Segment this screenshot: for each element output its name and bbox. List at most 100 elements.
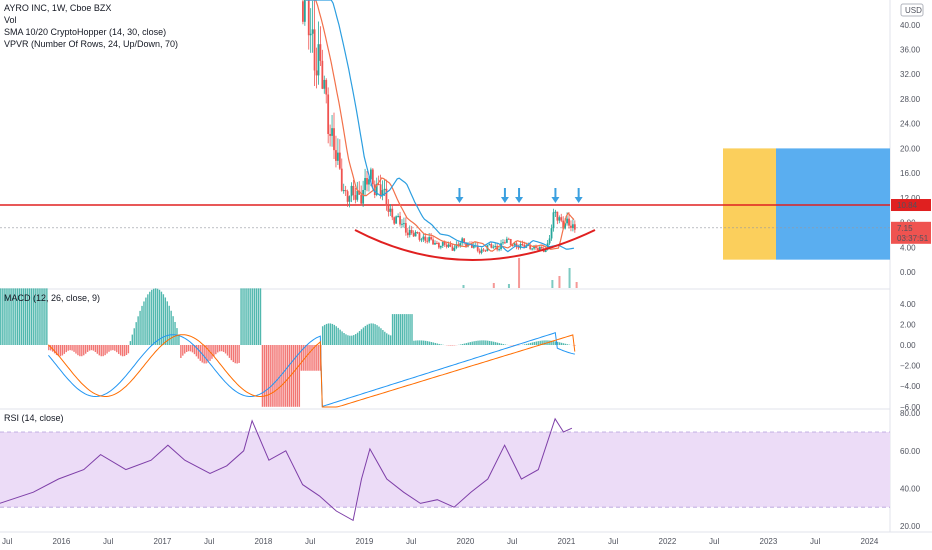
macd-tick-label: −6.00 [900,403,921,412]
price-tick-label: 12.00 [900,194,921,203]
macd-histogram-bar [292,345,295,407]
macd-histogram-bar [345,334,347,345]
candle-body [463,238,466,243]
macd-histogram-bar [440,344,442,345]
candle-body [558,217,561,221]
candle-body [436,242,438,244]
macd-histogram-bar [537,341,539,345]
macd-histogram-bar [131,334,134,345]
macd-histogram-bar [141,305,143,345]
candle-body [488,244,491,246]
macd-histogram-bar [94,345,97,353]
macd-histogram-bar [129,341,132,345]
macd-histogram-bar [353,335,355,345]
macd-histogram-bar [380,328,382,345]
candle-body [544,249,547,252]
macd-histogram-bar [566,344,569,345]
candle-body [457,244,460,246]
macd-histogram-bar [401,314,403,345]
candle-body [471,244,473,248]
macd-histogram-bar [189,345,192,352]
rsi-tick-label: 60.00 [900,447,921,456]
macd-histogram-bar [13,288,15,345]
rsi-tick-label: 80.00 [900,409,921,418]
price-legend: AYRO INC, 1W, Cboe BZX Vol SMA 10/20 Cry… [4,2,178,50]
macd-histogram-bar [230,345,233,361]
macd-histogram-bar [496,342,499,345]
time-tick-label: Jul [608,537,618,546]
macd-histogram-bar [321,326,324,345]
macd-histogram-bar [55,345,58,356]
macd-histogram-bar [257,288,260,345]
candle-body [521,243,524,245]
macd-histogram-bar [172,316,174,345]
candle-body [364,178,366,191]
macd-histogram-bar [535,341,538,345]
macd-histogram-bar [494,342,497,345]
macd-histogram-bar [88,345,91,351]
macd-histogram-bar [488,340,491,345]
macd-histogram-bar [121,345,124,357]
macd-histogram-bar [199,345,201,361]
macd-histogram-bar [411,314,413,345]
candle-body [564,223,567,229]
down-arrow-head [500,197,509,203]
macd-histogram-bar [193,345,196,355]
macd-histogram-bar [560,342,563,345]
macd-histogram-bar [465,343,468,345]
macd-histogram-bar [211,345,213,359]
candle-body [490,244,493,248]
candle-body [325,79,328,95]
candle-body [437,243,440,248]
macd-histogram-bar [18,288,21,345]
macd-histogram-bar [555,341,557,345]
sma-slow-line [306,0,575,253]
symbol-title: AYRO INC, 1W, Cboe BZX [4,3,112,13]
macd-histogram-bar [349,335,351,345]
macd-histogram-bar [69,345,71,351]
macd-histogram-bar [419,340,421,345]
macd-histogram-bar [318,345,320,371]
macd-histogram-bar [116,345,118,353]
resistance-tag-label: 10.84 [897,201,918,210]
macd-histogram-bar [135,322,137,345]
macd-histogram-bar [459,344,462,345]
currency-badge [900,3,924,17]
macd-histogram-bar [473,341,475,345]
macd-histogram-bar [432,342,435,345]
macd-histogram-bar [197,345,200,359]
macd-histogram-bar [269,345,271,407]
macd-histogram-bar [413,340,415,345]
vol-label: Vol [4,15,17,25]
macd-histogram-bar [98,345,100,356]
candle-body [420,239,423,241]
macd-histogram-bar [490,341,493,345]
macd-histogram-bar [100,345,102,357]
macd-histogram-bar [329,323,332,345]
candle-body [315,70,318,76]
macd-histogram-bar [191,345,194,353]
candle-body [570,225,572,228]
candle-body [480,249,483,253]
candle-body [465,242,467,247]
macd-histogram-bar [38,288,40,345]
macd-histogram-bar [409,314,411,345]
macd-histogram-bar [296,345,299,407]
macd-tick-label: −2.00 [900,362,921,371]
currency-label: USD [905,6,922,15]
candle-body [432,239,434,245]
macd-histogram-bar [479,340,481,345]
macd-histogram-bar [475,340,477,345]
candle-body [309,33,312,36]
price-tick-label: 0.00 [900,268,916,277]
macd-histogram-bar [477,340,479,345]
candle-body [572,224,574,228]
price-tick-label: 24.00 [900,120,921,129]
macd-histogram-bar [286,345,289,407]
candle-body [529,244,532,250]
macd-histogram-bar [143,301,145,345]
macd-histogram-bar [24,288,27,345]
macd-histogram-bar [551,340,553,345]
